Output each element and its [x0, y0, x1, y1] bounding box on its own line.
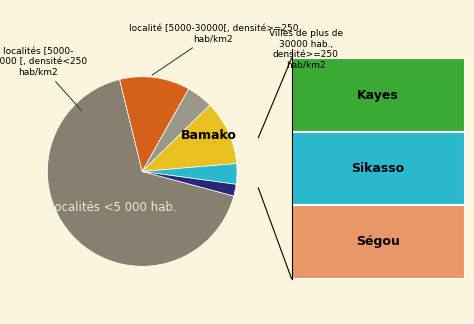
Wedge shape — [142, 171, 236, 196]
Bar — [292, 132, 465, 205]
Text: Kayes: Kayes — [357, 88, 399, 101]
Bar — [292, 58, 465, 132]
Text: localité [5000-30000[, densité>=250
hab/km2: localité [5000-30000[, densité>=250 hab/… — [128, 24, 298, 75]
Wedge shape — [142, 105, 237, 171]
Wedge shape — [119, 77, 189, 171]
Wedge shape — [142, 89, 210, 171]
Text: Ségou: Ségou — [356, 236, 400, 249]
Text: Bamako: Bamako — [181, 129, 237, 142]
Text: localités [5000-
30000 [, densité<250
hab/km2: localités [5000- 30000 [, densité<250 ha… — [0, 47, 88, 110]
Text: Sikasso: Sikasso — [351, 162, 405, 175]
Bar — [292, 205, 465, 279]
Wedge shape — [47, 79, 234, 266]
Text: Villes de plus de
30000 hab.,
densité>=250
hab/km2: Villes de plus de 30000 hab., densité>=2… — [269, 29, 343, 69]
Text: localités <5 000 hab.: localités <5 000 hab. — [51, 201, 177, 214]
Wedge shape — [142, 164, 237, 184]
